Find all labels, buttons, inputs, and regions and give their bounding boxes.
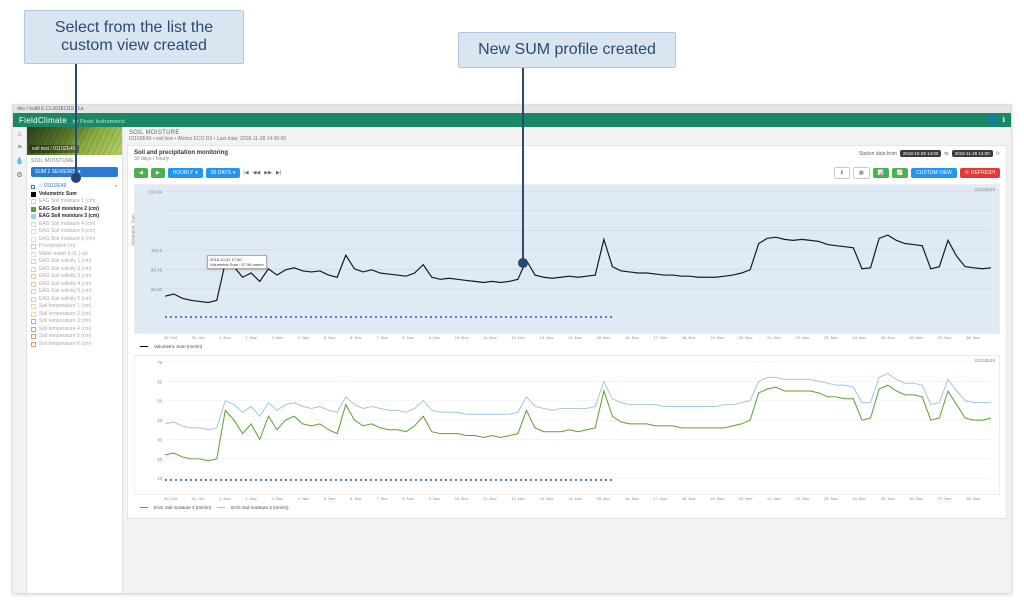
chart-area: 01102E49 Volumetric Sum 66.93 85.46 104.0 1… [128, 184, 1006, 518]
sidebar: soil test / 01102E49 SOIL MOISTURE SUM 2… [27, 127, 123, 593]
help-icon[interactable]: ℹ [1002, 116, 1005, 124]
custom-view-button[interactable]: CUSTOM VIEW [911, 168, 957, 178]
brand-subtitle: by Pessl Instruments [73, 119, 125, 125]
chart2-legend: EAG Soil moisture 2 (mm/m)EAG Soil moist… [134, 503, 1000, 512]
brand-name: FieldClimate [19, 116, 67, 125]
sensor-list: ☆ 01102E49▸Volumetric SumEAG Soil moistu… [27, 181, 122, 352]
pager: |◀ ◀◀ ▶▶ ▶| [243, 170, 281, 176]
card-subtitle: 30 days / hourly [134, 156, 228, 162]
svg-text:160.84: 160.84 [148, 189, 162, 194]
sensor-item[interactable]: EAG Soil moisture 6 (cm) [31, 236, 118, 244]
svg-text:30: 30 [157, 437, 163, 442]
breadcrumb: SOIL MOISTURE 01102E49 • soil test • iMe… [123, 127, 1011, 145]
station-data-label: Station data from [859, 151, 897, 157]
chart2-station-id: 01102E49 [975, 358, 995, 363]
left-arrow-button[interactable]: ◀ [134, 168, 148, 178]
right-arrow-button[interactable]: ▶ [151, 168, 165, 178]
svg-text:50: 50 [157, 399, 163, 404]
svg-text:66.93: 66.93 [151, 287, 163, 292]
sensor-item[interactable]: EAG Soil salinity 2 (cm) [31, 266, 118, 274]
sensor-item[interactable]: EAG Soil moisture 2 (cm) [31, 206, 118, 214]
list-icon[interactable]: ≡ [17, 144, 21, 151]
to-label: to [944, 151, 948, 157]
refresh-small-icon[interactable]: ⟳ [996, 151, 1000, 157]
sum-sensors-label: SUM 2 SENSORS [35, 169, 76, 175]
sensor-item[interactable]: EAG Soil salinity 5 (cm) [31, 288, 118, 296]
station-label: soil test / 01102E49 [29, 145, 79, 153]
sensor-item[interactable]: Soil temperature 2 (cm) [31, 311, 118, 319]
callout-custom-view-text: Select from the list the custom view cre… [55, 19, 213, 54]
page-next[interactable]: ▶▶ [264, 170, 272, 176]
svg-text:104.0: 104.0 [151, 248, 163, 253]
sensor-item[interactable]: EAG Soil moisture 4 (cm) [31, 221, 118, 229]
sensor-item[interactable]: Soil temperature 6 (cm) [31, 341, 118, 349]
callout-custom-view: Select from the list the custom view cre… [24, 10, 244, 64]
sensor-item[interactable]: Soil temperature 5 (cm) [31, 333, 118, 341]
svg-text:70: 70 [157, 360, 163, 365]
sensor-item[interactable]: Soil temperature 3 (cm) [31, 318, 118, 326]
chart-moisture-profiles: 01102E49 10 20 30 40 50 60 70 [134, 355, 1000, 495]
page-last[interactable]: ▶| [276, 170, 281, 176]
sensor-item[interactable]: Soil temperature 1 (cm) [31, 303, 118, 311]
nav-icons: ⌂ ≡ 💧 ⚙ [13, 127, 27, 593]
chart-toggle-button[interactable]: 📊 [873, 168, 889, 178]
card-main: Soil and precipitation monitoring 30 day… [127, 145, 1007, 519]
chart1-station-id: 01102E49 [975, 187, 995, 192]
export-button[interactable]: 📈 [892, 168, 908, 178]
gear-icon[interactable]: ⚙ [16, 171, 22, 179]
chart-volumetric-sum: 01102E49 Volumetric Sum 66.93 85.46 104.0 1… [134, 184, 1000, 334]
sensor-item[interactable]: EAG Soil salinity 3 (cm) [31, 273, 118, 281]
sensor-item[interactable]: EAG Soil salinity 4 (cm) [31, 281, 118, 289]
callout-sum-profile: New SUM profile created [458, 32, 676, 68]
page-breadcrumb: 01102E49 • soil test • iMetos ECO D3 • L… [129, 136, 286, 142]
station-data-range: Station data from 2018-10-29 14:00 to 20… [859, 150, 1000, 157]
svg-text:10: 10 [157, 476, 163, 481]
toolbar: ◀ ▶ HOURLY ▾ 30 DAYS ▾ |◀ ◀◀ ▶▶ ▶| [128, 164, 1006, 184]
user-icon[interactable]: 👤 [988, 116, 997, 124]
sensor-item[interactable]: EAG Soil moisture 3 (cm) [31, 213, 118, 221]
callout-sum-profile-text: New SUM profile created [478, 41, 656, 58]
chart2-xaxis: 30. Oct31. Oct1. Nov2. Nov3. Nov4. Nov5.… [134, 495, 1000, 503]
url-text: dev / build 6.13.20181119 / La [17, 106, 84, 112]
sensor-item[interactable]: EAG Soil moisture 5 (cm) [31, 228, 118, 236]
home-icon[interactable]: ⌂ [17, 131, 21, 138]
sensor-item[interactable]: EAG Soil salinity 6 (cm) [31, 296, 118, 304]
refresh-button[interactable]: ⟳ REFRESH [960, 168, 1000, 178]
table-toggle-button[interactable]: ▦ [853, 167, 870, 179]
range-dropdown[interactable]: 30 DAYS ▾ [206, 168, 241, 178]
svg-text:85.46: 85.46 [151, 267, 163, 272]
chart1-ylabel: Volumetric Sum [131, 214, 136, 246]
legend1-label: Volumetric Sum (mm/m) [154, 344, 202, 349]
sensor-item[interactable]: EAG Soil salinity 1 (cm) [31, 258, 118, 266]
svg-text:40: 40 [157, 418, 163, 423]
tooltip-line2: Volumetric Sum : 57.56 mm/m [210, 262, 264, 267]
app-window: dev / build 6.13.20181119 / La FieldClim… [12, 104, 1012, 594]
brand-logo: FieldClimate by Pessl Instruments [19, 116, 125, 125]
sensor-item[interactable]: Volumetric Sum [31, 191, 118, 199]
download-button[interactable]: ⬇ [834, 167, 850, 179]
page-prev[interactable]: ◀◀ [253, 170, 261, 176]
svg-text:60: 60 [157, 379, 163, 384]
brand-bar: FieldClimate by Pessl Instruments 👤 ℹ [13, 113, 1011, 127]
main-area: SOIL MOISTURE 01102E49 • soil test • iMe… [123, 127, 1011, 593]
sensor-item[interactable]: Soil temperature 4 (cm) [31, 326, 118, 334]
drop-icon[interactable]: 💧 [15, 157, 24, 165]
date-to: 2018-11-28 14:00 [952, 150, 993, 157]
date-from: 2018-10-29 14:00 [900, 150, 942, 157]
chart-tooltip: 2018-10-31 17:00 Volumetric Sum : 57.56 … [207, 255, 267, 269]
svg-text:20: 20 [157, 457, 163, 462]
url-bar: dev / build 6.13.20181119 / La [13, 105, 1011, 113]
sensor-item[interactable]: Water meter 0.1L (-/a) [31, 251, 118, 259]
sensor-item[interactable]: Precipitation (m) [31, 243, 118, 251]
chart1-legend: Volumetric Sum (mm/m) [134, 342, 1000, 351]
sensor-item[interactable]: EAG Soil moisture 1 (cm) [31, 198, 118, 206]
page-first[interactable]: |◀ [243, 170, 248, 176]
interval-dropdown[interactable]: HOURLY ▾ [168, 168, 203, 178]
chart1-xaxis: 30. Oct31. Oct1. Nov2. Nov3. Nov4. Nov5.… [134, 334, 1000, 342]
